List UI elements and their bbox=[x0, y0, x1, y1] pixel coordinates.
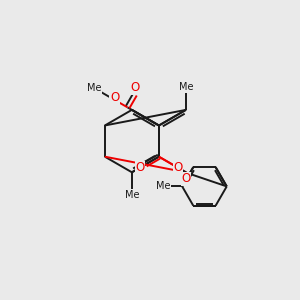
Text: Me: Me bbox=[87, 83, 101, 93]
Text: Me: Me bbox=[156, 182, 170, 191]
Text: Me: Me bbox=[124, 190, 139, 200]
Text: O: O bbox=[181, 172, 190, 185]
Text: O: O bbox=[110, 92, 119, 104]
Text: Me: Me bbox=[179, 82, 193, 92]
Text: O: O bbox=[130, 81, 140, 94]
Text: O: O bbox=[135, 161, 145, 174]
Text: O: O bbox=[174, 161, 183, 174]
